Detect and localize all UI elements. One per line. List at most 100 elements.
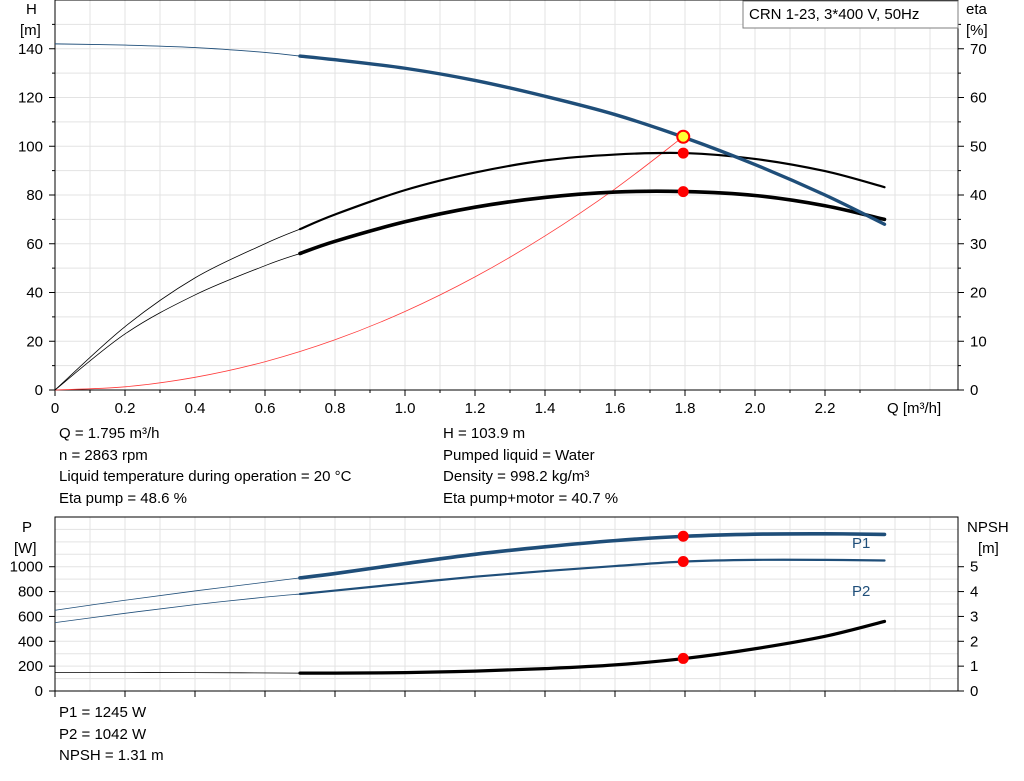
marker-p1: [677, 530, 689, 542]
marker-npsh: [677, 652, 689, 664]
info-pumped-liquid: Pumped liquid = Water: [443, 446, 595, 464]
y-tick-label: 20: [970, 285, 987, 302]
curve-system: [54, 136, 684, 391]
bottom-x-axis: [54, 691, 826, 697]
chart-title-box: [742, 0, 959, 29]
bottom-plot-frame: [54, 516, 959, 692]
bottom-grid: [54, 517, 958, 691]
curve-NPSH-extrapolated: [54, 671, 301, 674]
y-tick-label: 20: [26, 333, 43, 350]
y-tick-label: 1000: [10, 559, 43, 576]
x-tick-label: 1.0: [395, 400, 416, 417]
bottom-left-axis: 0 200 400 600 800 1000: [10, 559, 55, 700]
curve-eta_pump: [298, 151, 886, 231]
y-tick-label: 120: [18, 90, 43, 107]
bottom-right-axis-label-line1: NPSH: [967, 519, 1009, 536]
y-tick-label: 40: [970, 187, 987, 204]
p2-series-label: P2: [852, 583, 870, 600]
top-right-axis-label-line1: eta: [966, 1, 988, 18]
y-tick-label: 1: [970, 658, 978, 675]
bottom-left-axis-label-line1: P: [22, 519, 32, 536]
curve-NPSH: [298, 619, 887, 675]
curve-H-extrapolated: [54, 43, 301, 57]
x-tick-label: 0.2: [115, 400, 136, 417]
bottom-left-axis-label-line2: [W]: [14, 540, 37, 557]
marker-eta-pump: [677, 147, 689, 159]
y-tick-label: 10: [970, 333, 987, 350]
y-tick-label: 0: [35, 382, 43, 399]
y-tick-label: 40: [26, 285, 43, 302]
x-tick-label: 1.6: [605, 400, 626, 417]
x-axis-label: Q [m³/h]: [887, 400, 941, 417]
y-tick-label: 0: [970, 683, 978, 700]
info-speed: n = 2863 rpm: [59, 446, 148, 464]
chart-title: CRN 1-23, 3*400 V, 50Hz: [749, 6, 919, 23]
info-p1: P1 = 1245 W: [59, 704, 147, 721]
marker-eta-pump-motor: [677, 186, 689, 198]
top-curves: [54, 43, 887, 391]
y-tick-label: 2: [970, 633, 978, 650]
y-tick-label: 800: [18, 584, 43, 601]
y-tick-label: 0: [970, 382, 978, 399]
curve-P1-extrapolated: [54, 577, 301, 611]
top-markers: [676, 129, 691, 198]
x-tick-label: 0: [51, 400, 59, 417]
top-right-axis: 0 10 20 30 40 50 60 70: [958, 23, 987, 399]
info-npsh: NPSH = 1.31 m: [59, 747, 164, 764]
y-tick-label: 80: [26, 187, 43, 204]
info-top-left: Q = 1.795 m³/h n = 2863 rpm Liquid tempe…: [59, 423, 351, 509]
info-bottom: P1 = 1245 W P2 = 1042 W NPSH = 1.31 m: [59, 702, 164, 767]
top-x-axis: 0 0.2 0.4 0.6 0.8 1.0 1.2 1.4 1.6 1.8 2.0 2.2: [51, 390, 861, 417]
y-tick-label: 60: [26, 236, 43, 253]
x-tick-label: 0.6: [255, 400, 276, 417]
curve-eta_pump_motor-extrapolated: [54, 253, 301, 391]
marker-duty-point: [676, 129, 691, 144]
x-tick-label: 0.8: [325, 400, 346, 417]
curve-P2-extrapolated: [54, 593, 301, 624]
info-liquid-temperature: Liquid temperature during operation = 20…: [59, 468, 352, 485]
x-tick-label: 1.8: [675, 400, 696, 417]
x-tick-label: 2.0: [745, 400, 766, 417]
info-flow: Q = 1.795 m³/h: [59, 425, 160, 442]
y-tick-label: 400: [18, 633, 43, 650]
info-p2: P2 = 1042 W: [59, 725, 147, 743]
top-right-axis-label-line2: [%]: [966, 22, 988, 39]
y-tick-label: 4: [970, 584, 978, 601]
top-left-axis: 0 20 40 60 80 100 120 140: [18, 23, 55, 399]
y-tick-label: 100: [18, 138, 43, 155]
info-head: H = 103.9 m: [443, 425, 526, 442]
bottom-markers: [677, 530, 689, 664]
bottom-curves: [54, 531, 887, 675]
y-tick-label: 5: [970, 559, 978, 576]
curve-P1: [298, 531, 887, 580]
y-tick-label: 70: [970, 41, 987, 58]
marker-p2: [677, 555, 689, 567]
x-tick-label: 1.4: [535, 400, 556, 417]
y-tick-label: 0: [35, 683, 43, 700]
x-tick-label: 2.2: [815, 400, 836, 417]
curve-eta_pump-extrapolated: [54, 228, 301, 391]
info-eta-pump: Eta pump = 48.6 %: [59, 489, 187, 507]
y-tick-label: 140: [18, 41, 43, 58]
p1-series-label: P1: [852, 535, 870, 552]
top-left-axis-label-line2: [m]: [20, 22, 41, 39]
y-tick-label: 30: [970, 236, 987, 253]
y-tick-label: 600: [18, 608, 43, 625]
bottom-right-axis: 0 1 2 3 4 5: [958, 559, 978, 700]
curve-eta_pump_motor: [298, 189, 887, 256]
info-top-right: H = 103.9 m Pumped liquid = Water Densit…: [443, 423, 618, 509]
info-eta-pump-motor: Eta pump+motor = 40.7 %: [443, 489, 619, 507]
y-tick-label: 3: [970, 608, 978, 625]
x-tick-label: 1.2: [465, 400, 486, 417]
y-tick-label: 200: [18, 658, 43, 675]
x-tick-label: 0.4: [185, 400, 206, 417]
curve-H: [298, 54, 887, 226]
info-density: Density = 998.2 kg/m³: [443, 468, 590, 485]
curve-P2: [298, 558, 886, 596]
top-grid: [54, 0, 958, 390]
top-left-axis-label-line1: H: [26, 1, 37, 18]
bottom-right-axis-label-line2: [m]: [978, 540, 999, 557]
